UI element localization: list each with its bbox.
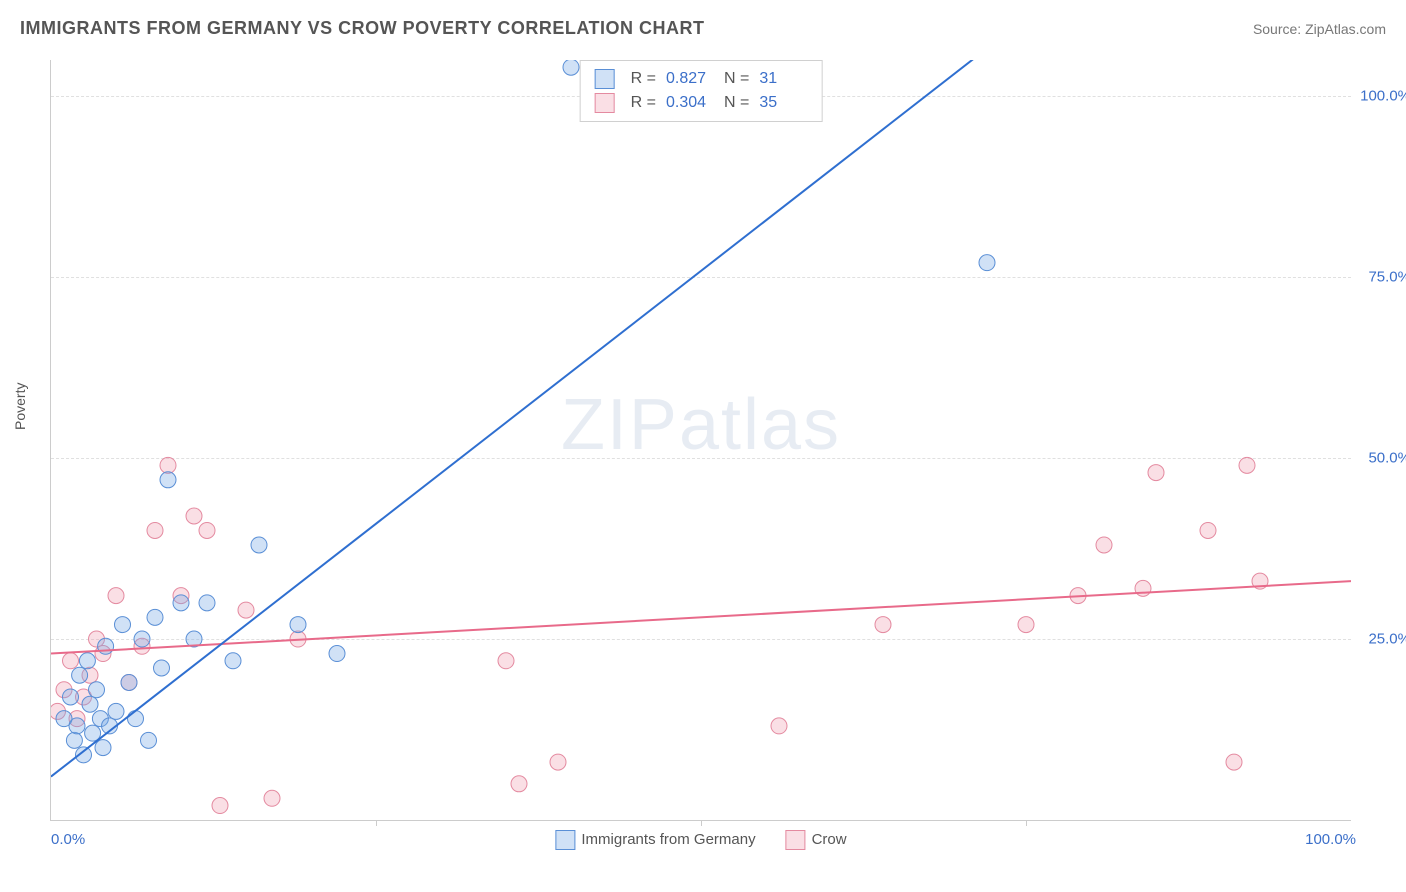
r-value-germany: 0.827 bbox=[666, 70, 714, 88]
r-label: R = bbox=[631, 94, 656, 112]
data-point bbox=[115, 617, 131, 633]
data-point bbox=[186, 508, 202, 524]
chart-title: IMMIGRANTS FROM GERMANY VS CROW POVERTY … bbox=[20, 18, 705, 39]
data-point bbox=[199, 595, 215, 611]
n-label: N = bbox=[724, 94, 749, 112]
data-point bbox=[225, 653, 241, 669]
data-point bbox=[511, 776, 527, 792]
data-point bbox=[1239, 457, 1255, 473]
data-point bbox=[128, 711, 144, 727]
data-point bbox=[141, 732, 157, 748]
legend-label-crow: Crow bbox=[812, 831, 847, 848]
data-point bbox=[550, 754, 566, 770]
data-point bbox=[199, 522, 215, 538]
x-tick-mark bbox=[376, 820, 377, 826]
data-point bbox=[66, 732, 82, 748]
r-value-crow: 0.304 bbox=[666, 94, 714, 112]
data-point bbox=[69, 718, 85, 734]
x-tick-max: 100.0% bbox=[1305, 831, 1356, 848]
data-point bbox=[72, 667, 88, 683]
legend-item-germany: Immigrants from Germany bbox=[555, 830, 755, 850]
chart-plot-area: ZIPatlas R = 0.827 N = 31 R = 0.304 N = … bbox=[50, 60, 1351, 821]
data-point bbox=[79, 653, 95, 669]
x-tick-min: 0.0% bbox=[51, 831, 85, 848]
chart-header: IMMIGRANTS FROM GERMANY VS CROW POVERTY … bbox=[20, 18, 1386, 39]
y-axis-label: Poverty bbox=[12, 383, 28, 430]
scatter-svg bbox=[51, 60, 1351, 820]
x-tick-mark bbox=[1026, 820, 1027, 826]
data-point bbox=[875, 617, 891, 633]
y-tick-label: 100.0% bbox=[1356, 88, 1406, 105]
legend-row-crow: R = 0.304 N = 35 bbox=[595, 91, 808, 115]
data-point bbox=[63, 653, 79, 669]
legend-swatch-icon bbox=[555, 830, 575, 850]
data-point bbox=[1226, 754, 1242, 770]
y-tick-label: 50.0% bbox=[1356, 450, 1406, 467]
data-point bbox=[63, 689, 79, 705]
correlation-legend: R = 0.827 N = 31 R = 0.304 N = 35 bbox=[580, 60, 823, 122]
data-point bbox=[251, 537, 267, 553]
data-point bbox=[1200, 522, 1216, 538]
source-link[interactable]: ZipAtlas.com bbox=[1305, 21, 1386, 37]
data-point bbox=[134, 631, 150, 647]
data-point bbox=[1018, 617, 1034, 633]
x-tick-mark bbox=[701, 820, 702, 826]
n-label: N = bbox=[724, 70, 749, 88]
legend-item-crow: Crow bbox=[786, 830, 847, 850]
chart-source: Source: ZipAtlas.com bbox=[1253, 21, 1386, 37]
data-point bbox=[771, 718, 787, 734]
data-point bbox=[82, 696, 98, 712]
data-point bbox=[108, 703, 124, 719]
n-value-germany: 31 bbox=[759, 70, 807, 88]
data-point bbox=[95, 740, 111, 756]
data-point bbox=[98, 638, 114, 654]
legend-swatch-germany bbox=[595, 69, 615, 89]
y-tick-label: 25.0% bbox=[1356, 631, 1406, 648]
legend-swatch-icon bbox=[786, 830, 806, 850]
data-point bbox=[89, 682, 105, 698]
n-value-crow: 35 bbox=[759, 94, 807, 112]
r-label: R = bbox=[631, 70, 656, 88]
data-point bbox=[498, 653, 514, 669]
data-point bbox=[147, 522, 163, 538]
data-point bbox=[264, 790, 280, 806]
data-point bbox=[212, 798, 228, 814]
data-point bbox=[329, 646, 345, 662]
legend-label-germany: Immigrants from Germany bbox=[581, 831, 755, 848]
y-tick-label: 75.0% bbox=[1356, 269, 1406, 286]
trend-line-germany bbox=[51, 60, 1000, 777]
source-label: Source: bbox=[1253, 21, 1305, 37]
data-point bbox=[563, 60, 579, 75]
data-point bbox=[290, 617, 306, 633]
data-point bbox=[160, 472, 176, 488]
data-point bbox=[1096, 537, 1112, 553]
data-point bbox=[108, 588, 124, 604]
data-point bbox=[1148, 465, 1164, 481]
data-point bbox=[147, 609, 163, 625]
series-legend: Immigrants from Germany Crow bbox=[555, 830, 846, 850]
data-point bbox=[173, 595, 189, 611]
legend-row-germany: R = 0.827 N = 31 bbox=[595, 67, 808, 91]
data-point bbox=[154, 660, 170, 676]
legend-swatch-crow bbox=[595, 93, 615, 113]
data-point bbox=[979, 255, 995, 271]
data-point bbox=[160, 457, 176, 473]
data-point bbox=[121, 674, 137, 690]
data-point bbox=[238, 602, 254, 618]
